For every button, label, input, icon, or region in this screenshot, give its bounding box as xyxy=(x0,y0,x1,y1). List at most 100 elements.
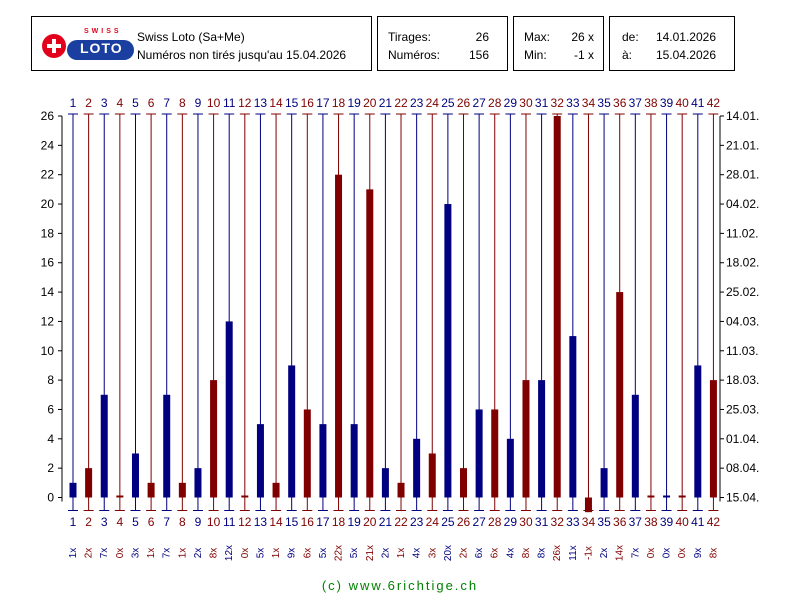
bar xyxy=(600,468,608,498)
chart-subtitle: Numéros non tirés jusqu'au 15.04.2026 xyxy=(137,48,347,62)
top-number-label: 33 xyxy=(566,96,580,110)
bar xyxy=(506,438,514,498)
copyright-footer: (c) www.6richtige.ch xyxy=(321,578,479,593)
count-label: 3x xyxy=(427,548,438,559)
bar xyxy=(413,438,421,498)
bottom-number-label: 24 xyxy=(426,515,440,529)
tirages-value: 26 xyxy=(475,30,489,44)
to-label: à: xyxy=(622,48,633,62)
bar xyxy=(631,394,639,498)
y-tick-label: 6 xyxy=(47,402,54,416)
y-tick-label: 22 xyxy=(41,168,55,182)
bottom-number-label: 11 xyxy=(223,515,236,529)
count-label: 2x xyxy=(193,548,204,559)
count-label: 1x xyxy=(396,548,407,559)
bar xyxy=(319,424,327,498)
top-number-label: 13 xyxy=(254,96,268,110)
y-tick-label: 18 xyxy=(41,226,55,240)
max-label: Max: xyxy=(524,30,551,44)
count-label: 5x xyxy=(349,548,360,559)
bar xyxy=(491,409,499,498)
bar xyxy=(678,495,686,498)
count-label: 2x xyxy=(599,548,610,559)
bottom-number-label: 30 xyxy=(519,515,533,529)
maxmin-box: Max: 26 x Min: -1 x xyxy=(513,16,604,71)
count-label: 4x xyxy=(412,548,423,559)
count-label: 0x xyxy=(240,548,251,559)
bar xyxy=(381,468,389,498)
bar xyxy=(584,497,592,513)
count-label: 8x xyxy=(521,548,532,559)
count-label: 1x xyxy=(146,548,157,559)
top-number-label: 9 xyxy=(195,96,202,110)
date-tick-label: 18.03. xyxy=(726,373,759,387)
tirages-label: Tirages: xyxy=(388,30,431,44)
from-value: 14.01.2026 xyxy=(655,30,716,44)
top-number-label: 30 xyxy=(519,96,533,110)
date-tick-label: 11.03. xyxy=(726,344,758,358)
bottom-number-label: 27 xyxy=(472,515,486,529)
bar xyxy=(616,292,624,498)
count-label: 7x xyxy=(99,548,110,559)
max-value: 26 x xyxy=(571,30,594,44)
date-tick-label: 15.04. xyxy=(726,491,759,505)
bar xyxy=(163,394,171,498)
bottom-number-label: 6 xyxy=(148,515,155,529)
count-label: 7x xyxy=(162,548,173,559)
count-label: 26x xyxy=(552,545,563,561)
bottom-number-label: 25 xyxy=(441,515,455,529)
min-value: -1 x xyxy=(573,48,594,62)
title-box: SWISS LOTO Swiss Loto (Sa+Me) Numéros no… xyxy=(31,16,372,71)
bar xyxy=(538,380,546,498)
bottom-number-label: 37 xyxy=(629,515,643,529)
count-label: 22x xyxy=(334,545,345,561)
top-number-label: 14 xyxy=(269,96,283,110)
bar xyxy=(709,380,717,498)
bottom-number-label: 31 xyxy=(535,515,549,529)
bar xyxy=(116,495,124,498)
bar xyxy=(147,482,155,498)
chart-title: Swiss Loto (Sa+Me) xyxy=(137,30,245,44)
bottom-number-label: 13 xyxy=(254,515,268,529)
bar xyxy=(428,453,436,498)
count-label: 0x xyxy=(677,548,688,559)
bar xyxy=(444,204,452,498)
bar xyxy=(569,336,577,498)
count-label: 5x xyxy=(318,548,329,559)
count-label: 2x xyxy=(84,548,95,559)
date-tick-label: 18.02. xyxy=(726,256,759,270)
bar xyxy=(178,482,186,498)
bottom-number-label: 38 xyxy=(644,515,658,529)
bar xyxy=(460,468,467,498)
swiss-loto-logo xyxy=(42,34,134,60)
bottom-number-label: 7 xyxy=(163,515,170,529)
logo-brand-main: LOTO xyxy=(80,40,123,56)
top-number-label: 26 xyxy=(457,96,471,110)
count-label: 0x xyxy=(646,548,657,559)
bottom-number-label: 16 xyxy=(301,515,315,529)
count-label: 7x xyxy=(630,548,641,559)
count-label: 6x xyxy=(474,548,485,559)
top-number-label: 6 xyxy=(148,96,155,110)
y-tick-label: 8 xyxy=(47,373,54,387)
date-range-box: de: 14.01.2026 à: 15.04.2026 xyxy=(609,16,735,71)
count-label: 0x xyxy=(662,548,673,559)
y-tick-label: 20 xyxy=(41,197,55,211)
bottom-number-label: 5 xyxy=(132,515,139,529)
draws-box: Tirages: 26 Numéros: 156 xyxy=(377,16,508,71)
top-number-label: 38 xyxy=(644,96,658,110)
top-number-label: 12 xyxy=(238,96,252,110)
count-label: 8x xyxy=(209,548,220,559)
count-label: 2x xyxy=(380,548,391,559)
bottom-number-label: 34 xyxy=(582,515,596,529)
bar xyxy=(69,482,77,498)
count-label: 8x xyxy=(708,548,719,559)
y-tick-label: 24 xyxy=(41,138,55,152)
date-tick-label: 01.04. xyxy=(726,432,759,446)
bar xyxy=(85,468,93,498)
bar xyxy=(210,380,218,498)
top-number-label: 41 xyxy=(691,96,705,110)
count-label: 9x xyxy=(287,548,298,559)
bottom-number-label: 17 xyxy=(316,515,330,529)
bottom-number-label: 8 xyxy=(179,515,186,529)
